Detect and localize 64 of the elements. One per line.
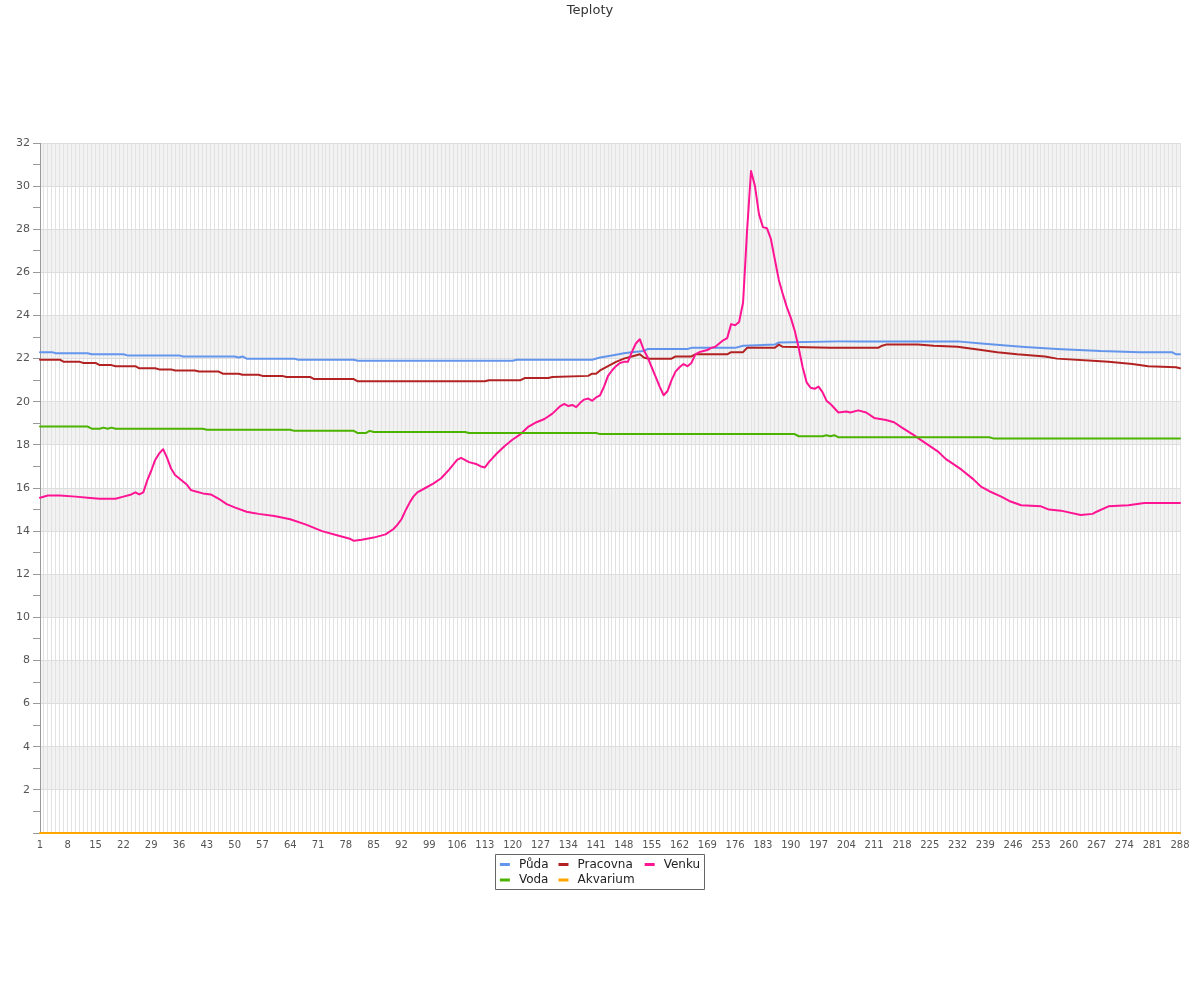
x-tick-label: 204 bbox=[836, 838, 856, 850]
x-tick-label: 36 bbox=[172, 838, 186, 850]
y-tick-label: 18 bbox=[16, 437, 30, 451]
y-tick-label: 20 bbox=[16, 394, 30, 408]
legend-label: Půda bbox=[518, 856, 549, 871]
x-tick-label: 218 bbox=[892, 838, 912, 850]
y-tick-label: 16 bbox=[16, 480, 30, 494]
y-tick-label: 4 bbox=[23, 739, 30, 753]
x-tick-label: 64 bbox=[283, 838, 297, 850]
x-tick-label: 281 bbox=[1142, 838, 1162, 850]
x-tick-label: 267 bbox=[1087, 838, 1107, 850]
x-tick-label: 85 bbox=[367, 838, 381, 850]
x-tick-label: 155 bbox=[642, 838, 662, 850]
y-tick-label: 10 bbox=[16, 610, 30, 624]
y-tick-label: 22 bbox=[16, 351, 30, 365]
y-tick-label: 14 bbox=[16, 523, 30, 537]
y-tick-label: 24 bbox=[16, 308, 30, 322]
y-tick-label: 32 bbox=[16, 135, 30, 149]
x-tick-label: 57 bbox=[256, 838, 269, 850]
x-tick-label: 22 bbox=[117, 838, 130, 850]
x-tick-label: 288 bbox=[1170, 838, 1190, 850]
x-tick-label: 225 bbox=[920, 838, 940, 850]
x-tick-label: 43 bbox=[200, 838, 214, 850]
x-tick-label: 274 bbox=[1114, 838, 1134, 850]
x-tick-label: 141 bbox=[586, 838, 606, 850]
x-tick-label: 232 bbox=[948, 838, 968, 850]
legend-label: Akvarium bbox=[577, 872, 635, 887]
x-tick-label: 162 bbox=[669, 838, 690, 850]
x-tick-label: 8 bbox=[64, 838, 71, 850]
y-tick-label: 12 bbox=[16, 567, 30, 581]
x-tick-label: 169 bbox=[697, 838, 717, 850]
x-tick-label: 78 bbox=[339, 838, 353, 850]
x-tick-label: 176 bbox=[725, 838, 745, 850]
x-tick-label: 15 bbox=[89, 838, 102, 850]
legend-label: Pracovna bbox=[577, 856, 633, 871]
x-tick-label: 106 bbox=[447, 838, 467, 850]
y-tick-label: 6 bbox=[23, 696, 30, 710]
legend-label: Voda bbox=[518, 872, 549, 887]
x-tick-label: 1 bbox=[36, 838, 44, 850]
x-tick-label: 260 bbox=[1059, 838, 1079, 850]
x-tick-label: 127 bbox=[530, 838, 551, 850]
x-tick-label: 134 bbox=[558, 838, 578, 850]
x-tick-label: 197 bbox=[808, 838, 829, 850]
x-tick-label: 246 bbox=[1003, 838, 1023, 850]
y-tick-label: 28 bbox=[16, 222, 30, 236]
x-tick-label: 239 bbox=[975, 838, 995, 850]
x-tick-label: 190 bbox=[781, 838, 801, 850]
x-tick-label: 120 bbox=[503, 838, 523, 850]
y-tick-label: 26 bbox=[16, 265, 30, 279]
x-tick-label: 50 bbox=[228, 838, 241, 850]
x-tick-label: 29 bbox=[144, 838, 158, 850]
y-tick-label: 30 bbox=[16, 178, 30, 192]
x-tick-label: 99 bbox=[422, 838, 436, 850]
x-tick-label: 113 bbox=[475, 838, 495, 850]
x-tick-label: 148 bbox=[614, 838, 634, 850]
x-tick-label: 253 bbox=[1031, 838, 1051, 850]
x-tick-label: 183 bbox=[753, 838, 773, 850]
x-tick-label: 211 bbox=[864, 838, 884, 850]
x-tick-label: 71 bbox=[311, 838, 325, 850]
chart-title: Teploty bbox=[565, 2, 614, 18]
legend-label: Venku bbox=[663, 856, 701, 871]
y-tick-label: 2 bbox=[23, 782, 30, 796]
y-tick-label: 8 bbox=[23, 653, 30, 667]
x-tick-label: 92 bbox=[395, 838, 408, 850]
